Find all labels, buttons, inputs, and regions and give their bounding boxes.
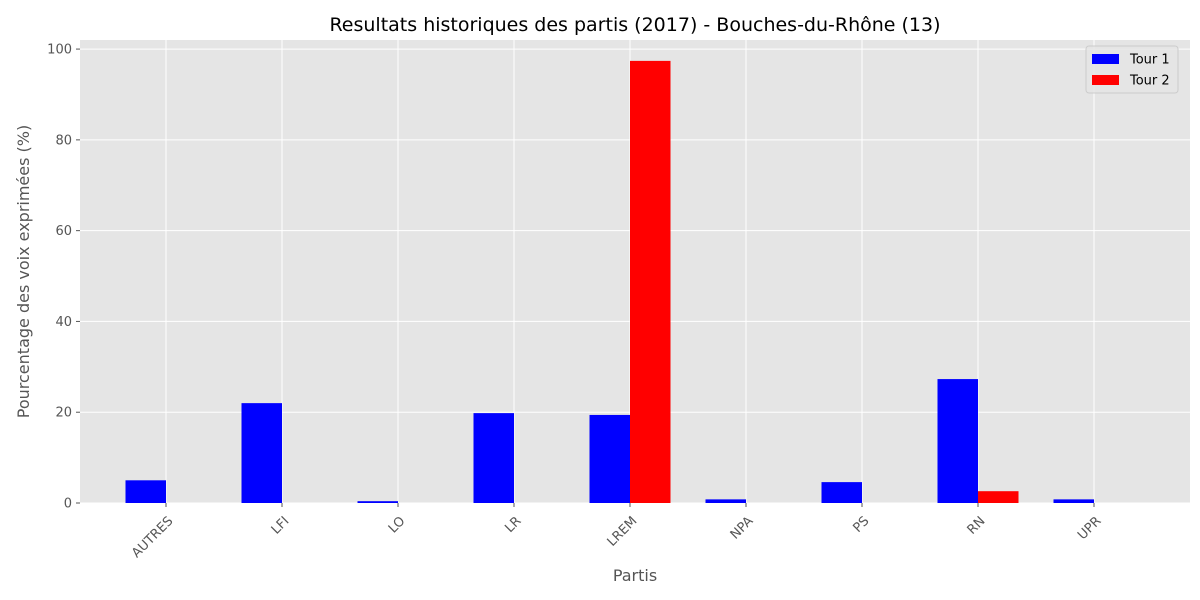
bar-tour-1-npa (705, 499, 746, 503)
legend-swatch (1092, 54, 1119, 64)
bar-tour-1-lfi (241, 403, 282, 503)
y-tick-label: 0 (64, 497, 72, 512)
y-tick-label: 100 (47, 43, 72, 58)
bars (125, 60, 1094, 503)
x-tick-label: PS (850, 514, 872, 536)
legend-label: Tour 2 (1129, 74, 1170, 89)
x-axis-label: Partis (613, 566, 657, 585)
x-tick-label: RN (965, 514, 989, 538)
legend-label: Tour 1 (1129, 53, 1170, 68)
bar-tour-1-rn (937, 379, 978, 503)
y-tick-label: 80 (55, 133, 72, 148)
x-tick-label: LFI (269, 514, 293, 538)
bar-tour-1-upr (1053, 499, 1094, 503)
bar-tour-1-lo (357, 501, 398, 503)
y-tick-label: 60 (55, 224, 72, 239)
legend-swatch (1092, 75, 1119, 85)
bar-tour-2-rn (978, 491, 1019, 503)
bar-tour-1-lr (473, 413, 514, 503)
y-axis-label: Pourcentage des voix exprimées (%) (14, 125, 33, 418)
y-tick-label: 20 (55, 406, 72, 421)
x-tick-label: AUTRES (129, 514, 176, 561)
y-tick-label: 40 (55, 315, 72, 330)
chart-title: Resultats historiques des partis (2017) … (329, 14, 940, 36)
x-tick-label: NPA (728, 514, 757, 543)
bar-tour-1-autres (125, 480, 166, 503)
x-tick-labels: AUTRES LFI LO LR LREM NPA PS RN UPR (129, 503, 1104, 561)
x-tick-label: LO (386, 514, 409, 537)
x-tick-label: UPR (1075, 514, 1104, 543)
bar-tour-1-ps (821, 482, 862, 503)
bar-tour-2-lrem (630, 60, 671, 503)
bar-tour-1-lrem (589, 414, 630, 503)
y-tick-labels: 0 20 40 60 80 100 (47, 43, 80, 512)
x-tick-label: LR (502, 514, 524, 536)
legend: Tour 1 Tour 2 (1085, 45, 1179, 94)
x-tick-label: LREM (605, 514, 641, 550)
